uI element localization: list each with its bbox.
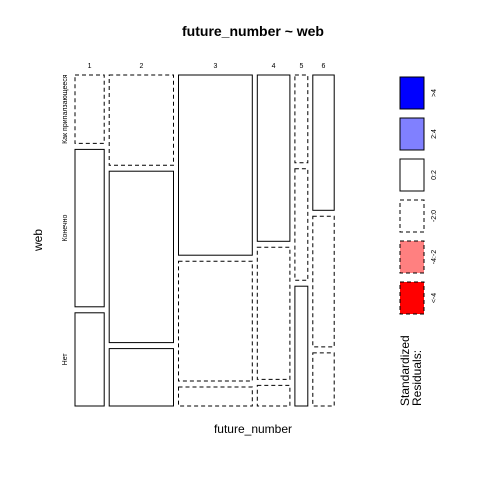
legend-label: -2:0 [431,210,438,222]
y-tick-labels: Как припалзающееся Конечно Нет [62,74,69,365]
chart-title: future_number ~ web [182,23,324,39]
x-tick-labels: 1 2 3 4 5 6 [88,63,326,70]
x-tick-label: 4 [272,63,276,70]
mosaic-tile [178,260,253,382]
mosaic-tile [294,168,309,281]
legend-label: 0:2 [431,170,438,180]
legend-title-line1: Standardized [398,335,412,406]
x-tick-label: 1 [88,63,92,70]
legend-swatch [399,240,425,274]
mosaic-tile [178,386,253,407]
mosaic-tile [256,384,291,407]
mosaic-tile [108,348,174,407]
legend-swatch [399,199,425,233]
legend-title-line2: Residuals: [410,350,424,406]
legend-label: 2:4 [431,129,438,139]
legend-swatch [399,158,425,192]
mosaic-tiles [74,74,335,407]
mosaic-tile [294,285,309,407]
mosaic-tile [312,74,335,211]
mosaic-tile [74,312,105,407]
y-tick-label: Нет [62,353,69,366]
y-tick-label: Конечно [62,215,69,242]
mosaic-tile [108,170,174,344]
y-axis-label: web [31,229,45,252]
legend-items: >4 2:4 0:2 -2:0 -4:-2 <-4 [399,76,438,315]
x-tick-label: 5 [299,63,303,70]
mosaic-tile [256,246,291,380]
legend-swatch [399,117,425,151]
legend-swatch [399,76,425,110]
mosaic-tile [312,352,335,407]
x-tick-label: 3 [213,63,217,70]
x-axis-label: future_number [214,422,292,436]
mosaic-tile [74,74,105,144]
x-tick-label: 6 [322,63,326,70]
x-tick-label: 2 [139,63,143,70]
legend-label: -4:-2 [431,250,438,265]
y-tick-label: Как припалзающееся [62,74,69,144]
mosaic-tile [108,74,174,166]
mosaic-tile [74,148,105,308]
legend-label: <-4 [431,293,438,303]
mosaic-tile [178,74,253,256]
mosaic-tile [312,215,335,348]
legend-swatch [399,281,425,315]
legend-label: >4 [431,89,438,97]
legend: >4 2:4 0:2 -2:0 -4:-2 <-4 Standardized Residu… [398,76,438,406]
mosaic-tile [294,74,309,164]
mosaic-tile [256,74,291,242]
